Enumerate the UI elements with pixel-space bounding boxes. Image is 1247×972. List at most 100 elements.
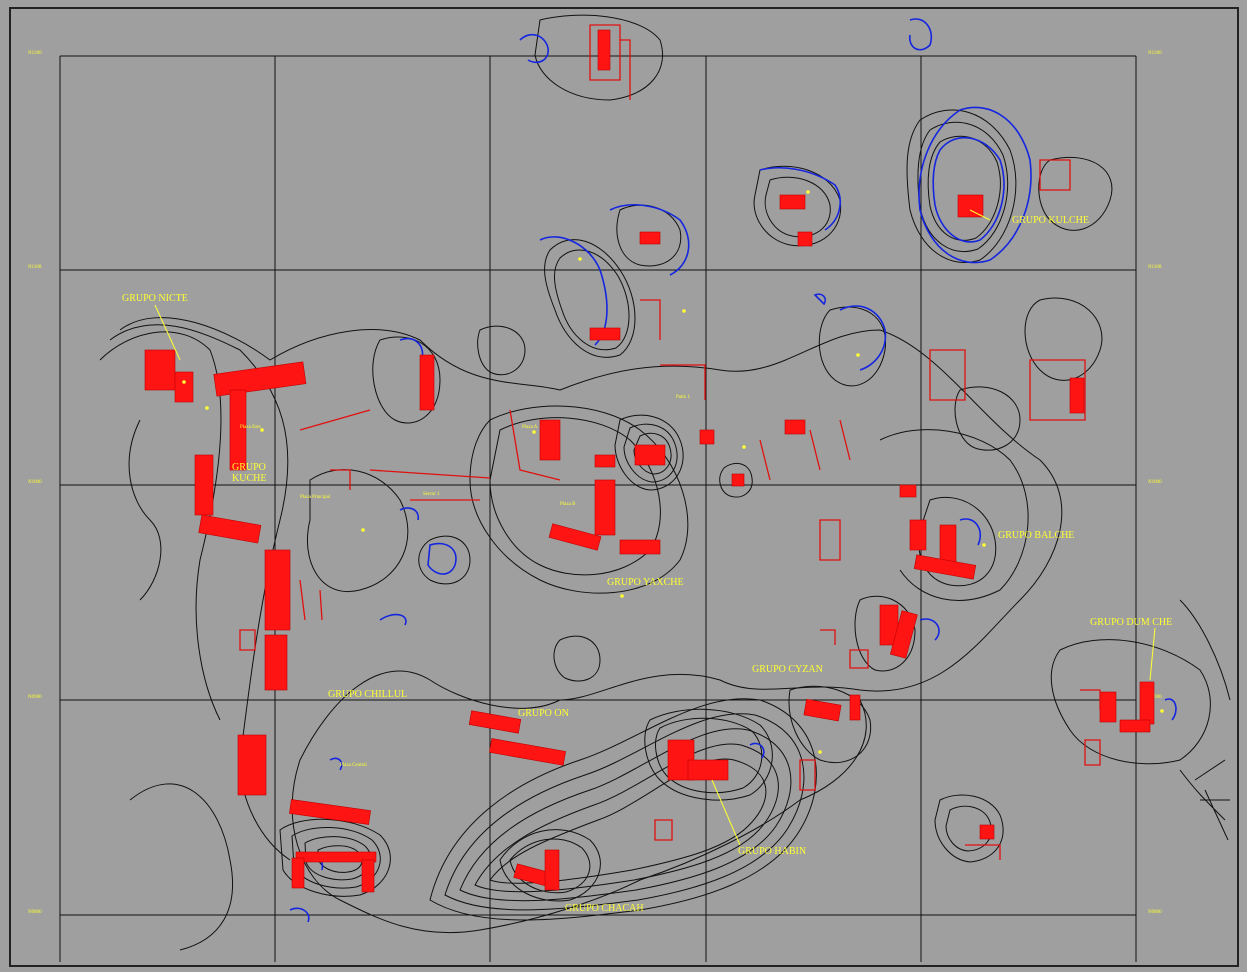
structure	[229, 389, 247, 471]
wall-outline	[640, 299, 661, 340]
wall-outline	[509, 409, 561, 481]
structure	[619, 539, 661, 555]
wall-outline	[799, 759, 816, 791]
wall-outline	[299, 579, 323, 621]
place-label: Plaza B	[560, 502, 576, 507]
place-label: Plaza Principal	[300, 495, 331, 500]
group-label-kuche: GRUPO KUCHE	[232, 462, 268, 484]
wall-outline	[330, 469, 351, 490]
wall-outline	[369, 469, 491, 479]
group-label-balche: GRUPO BALCHE	[998, 530, 1074, 541]
group-label-nicte: GRUPO NICTE	[122, 293, 188, 304]
place-label: Plaza A	[522, 425, 538, 430]
blue-contour	[399, 507, 420, 521]
structure	[594, 479, 616, 536]
group-label-on: GRUPO ON	[518, 708, 569, 719]
grid-label-right-4: N0900	[1148, 695, 1162, 700]
leader-line	[1149, 627, 1156, 681]
structure	[291, 857, 305, 889]
terrain-contour	[418, 535, 471, 585]
label-leaders	[154, 209, 1156, 846]
wall-outline	[849, 649, 869, 669]
structure	[979, 824, 995, 840]
terrain-contour	[927, 135, 1001, 241]
map-border	[9, 7, 1239, 967]
terrain-contour	[291, 827, 381, 889]
terrain-contour	[945, 805, 992, 852]
structure	[295, 851, 377, 863]
structure	[899, 484, 917, 498]
structure	[237, 734, 267, 796]
terrain-contour	[954, 386, 1021, 451]
structure	[639, 231, 661, 245]
blue-contour	[919, 618, 940, 641]
group-label-chilel: GRUPO CHILLUL	[328, 689, 407, 700]
terrain-contour	[99, 331, 222, 721]
group-label-dumche: GRUPO DUM CHE	[1090, 617, 1172, 628]
survey-point	[620, 594, 624, 598]
wall-outline	[654, 819, 673, 841]
terrain-contour	[854, 595, 916, 672]
blue-contour	[427, 542, 457, 575]
survey-point	[361, 528, 365, 532]
structure	[699, 429, 715, 445]
wall-outline	[620, 39, 631, 100]
blue-contour	[932, 136, 1005, 243]
grid-label-right-2: N1100	[1148, 265, 1162, 270]
structures	[144, 29, 1155, 893]
wall-outline	[1029, 359, 1086, 421]
terrain-contour	[764, 176, 831, 238]
wall-outline	[759, 439, 771, 481]
leader-line	[969, 209, 991, 221]
terrain-contour	[1038, 156, 1113, 231]
structure	[213, 361, 307, 397]
wall-outline	[1084, 739, 1101, 766]
structure	[361, 859, 375, 893]
blue-contour	[959, 518, 982, 546]
terrain-contour	[477, 325, 526, 376]
structure	[779, 194, 806, 210]
terrain-contour	[906, 109, 1017, 264]
terrain-contour	[429, 698, 817, 921]
structure	[489, 738, 567, 766]
structure	[1099, 691, 1117, 723]
blue-contour	[749, 742, 765, 759]
wall-outline	[839, 419, 851, 461]
survey-point	[818, 750, 822, 754]
grid-coordinate-labels: N1200 N1100 N1000 N0900 N0800 N1200 N110…	[28, 51, 1162, 915]
group-label-yaxche: GRUPO YAXCHE	[607, 577, 684, 588]
terrain-contour	[1024, 297, 1103, 381]
leader-line	[711, 779, 741, 846]
structure	[264, 634, 288, 691]
blue-contour	[519, 33, 549, 64]
survey-point	[532, 430, 536, 434]
place-label: Sector 1	[423, 492, 440, 497]
terrain-contour	[119, 317, 1063, 934]
terrain-contour	[655, 717, 763, 794]
grid-label-left-1: N1200	[28, 51, 42, 56]
structure	[589, 327, 621, 341]
terrain-contour	[534, 14, 664, 101]
wall-outline	[965, 844, 1001, 860]
wall-outline	[1039, 159, 1071, 191]
structure	[687, 759, 729, 781]
terrain-contour	[444, 713, 805, 911]
blue-contour	[289, 907, 310, 923]
structure	[634, 444, 666, 466]
blue-contour	[813, 293, 827, 306]
survey-point	[205, 406, 209, 410]
place-label: Plaza Este	[240, 425, 261, 430]
structure	[957, 194, 984, 218]
terrain-contour	[553, 635, 601, 682]
grid-label-left-5: N0800	[28, 910, 42, 915]
blue-contour	[609, 204, 690, 276]
terrain-contour	[644, 708, 773, 801]
survey-point	[260, 428, 264, 432]
structure	[913, 554, 977, 580]
wall-outline	[589, 24, 621, 81]
wall-outline	[809, 429, 821, 471]
terrain-contour	[128, 419, 162, 601]
blue-contour	[839, 305, 887, 371]
wall-outline	[929, 349, 966, 401]
